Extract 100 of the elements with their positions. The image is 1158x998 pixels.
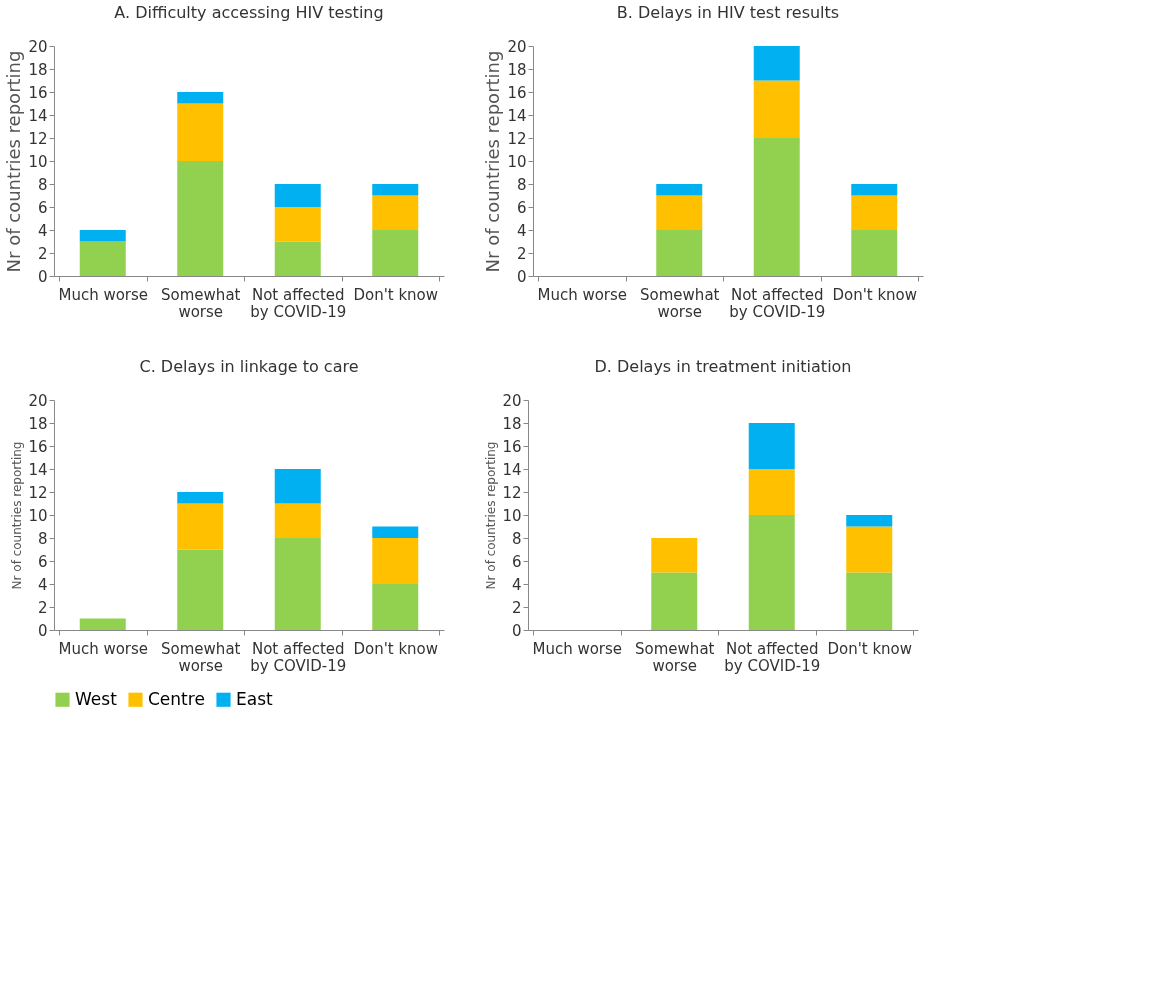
chart-title: D. Delays in treatment initiation bbox=[594, 357, 852, 376]
legend-label: West bbox=[75, 688, 118, 709]
bar bbox=[177, 492, 224, 504]
bar bbox=[274, 469, 321, 504]
bar bbox=[656, 184, 703, 196]
bar bbox=[274, 503, 321, 538]
x-tick-label: Not affected by COVID-19 bbox=[250, 639, 347, 675]
y-tick-label: 4 bbox=[516, 221, 527, 240]
bar bbox=[748, 515, 795, 630]
chart-title: A. Difficulty accessing HIV testing bbox=[114, 3, 384, 22]
bar bbox=[753, 138, 800, 276]
y-tick-label: 4 bbox=[37, 575, 48, 594]
y-tick-label: 14 bbox=[28, 460, 48, 479]
y-tick-label: 2 bbox=[37, 244, 48, 263]
y-tick-label: 14 bbox=[507, 106, 527, 125]
bar bbox=[846, 526, 893, 573]
y-tick-label: 10 bbox=[28, 506, 48, 525]
bar bbox=[372, 538, 419, 584]
y-tick-label: 14 bbox=[28, 106, 48, 125]
chart-title: C. Delays in linkage to care bbox=[139, 357, 359, 376]
y-tick-label: 6 bbox=[516, 198, 527, 217]
bar bbox=[651, 572, 698, 630]
bar bbox=[177, 161, 224, 276]
y-tick-label: 0 bbox=[37, 621, 48, 640]
y-tick-label: 20 bbox=[502, 391, 522, 410]
bar bbox=[177, 103, 224, 161]
bar bbox=[177, 549, 224, 630]
y-tick-label: 8 bbox=[516, 175, 527, 194]
x-tick-label: Don't know bbox=[832, 285, 918, 304]
x-tick-label: Somewhat worse bbox=[640, 285, 720, 321]
legend-label: East bbox=[236, 688, 274, 709]
bar bbox=[372, 195, 419, 230]
x-tick-label: Not affected by COVID-19 bbox=[724, 639, 821, 675]
y-tick-label: 10 bbox=[28, 152, 48, 171]
bar bbox=[372, 526, 419, 538]
y-tick-label: 8 bbox=[511, 529, 522, 548]
y-tick-label: 18 bbox=[28, 414, 48, 433]
bar bbox=[651, 538, 698, 573]
y-tick-label: 16 bbox=[28, 83, 48, 102]
y-tick-label: 18 bbox=[28, 60, 48, 79]
bar bbox=[274, 538, 321, 630]
y-tick-label: 12 bbox=[28, 483, 48, 502]
y-tick-label: 2 bbox=[511, 598, 522, 617]
chart-title: B. Delays in HIV test results bbox=[616, 3, 840, 22]
y-tick-label: 2 bbox=[516, 244, 527, 263]
y-tick-label: 10 bbox=[507, 152, 527, 171]
bar bbox=[748, 469, 795, 515]
x-tick-label: Much worse bbox=[532, 639, 623, 658]
y-tick-label: 8 bbox=[37, 529, 48, 548]
y-axis-title: Nr of countries reporting bbox=[482, 50, 504, 273]
y-tick-label: 4 bbox=[511, 575, 522, 594]
bar bbox=[656, 195, 703, 230]
bar bbox=[372, 184, 419, 196]
x-tick-label: Not affected by COVID-19 bbox=[729, 285, 826, 321]
bar bbox=[846, 572, 893, 630]
bar bbox=[372, 584, 419, 630]
y-tick-label: 10 bbox=[502, 506, 522, 525]
x-tick-label: Don't know bbox=[353, 639, 439, 658]
legend-label: Centre bbox=[148, 688, 205, 709]
bar bbox=[79, 230, 126, 242]
y-tick-label: 18 bbox=[507, 60, 527, 79]
x-tick-label: Somewhat worse bbox=[635, 639, 715, 675]
bar bbox=[753, 80, 800, 138]
bar bbox=[851, 184, 898, 196]
x-tick-label: Somewhat worse bbox=[161, 639, 241, 675]
x-tick-label: Much worse bbox=[58, 285, 149, 304]
x-tick-label: Much worse bbox=[58, 639, 149, 658]
y-tick-label: 12 bbox=[507, 129, 527, 148]
bar bbox=[851, 230, 898, 276]
y-tick-label: 2 bbox=[37, 598, 48, 617]
y-tick-label: 8 bbox=[37, 175, 48, 194]
bar bbox=[177, 92, 224, 104]
y-tick-label: 6 bbox=[511, 552, 522, 571]
y-axis-title: Nr of countries reporting bbox=[484, 441, 499, 590]
y-tick-label: 20 bbox=[28, 391, 48, 410]
bar bbox=[274, 184, 321, 207]
bar bbox=[753, 46, 800, 81]
bar bbox=[656, 230, 703, 276]
y-tick-label: 18 bbox=[502, 414, 522, 433]
y-tick-label: 6 bbox=[37, 198, 48, 217]
y-tick-label: 0 bbox=[516, 267, 527, 286]
y-tick-label: 16 bbox=[28, 437, 48, 456]
y-tick-label: 6 bbox=[37, 552, 48, 571]
bar bbox=[274, 241, 321, 276]
x-tick-label: Don't know bbox=[353, 285, 439, 304]
y-tick-label: 12 bbox=[28, 129, 48, 148]
y-axis-title: Nr of countries reporting bbox=[3, 50, 25, 273]
x-tick-label: Don't know bbox=[827, 639, 913, 658]
bar bbox=[851, 195, 898, 230]
y-tick-label: 4 bbox=[37, 221, 48, 240]
bar bbox=[748, 423, 795, 469]
y-tick-label: 20 bbox=[507, 37, 527, 56]
bar bbox=[177, 503, 224, 550]
y-tick-label: 14 bbox=[502, 460, 522, 479]
bar bbox=[372, 230, 419, 276]
bar bbox=[79, 618, 126, 630]
bar bbox=[846, 515, 893, 527]
y-axis-title: Nr of countries reporting bbox=[10, 441, 25, 590]
y-tick-label: 0 bbox=[37, 267, 48, 286]
y-tick-label: 16 bbox=[502, 437, 522, 456]
